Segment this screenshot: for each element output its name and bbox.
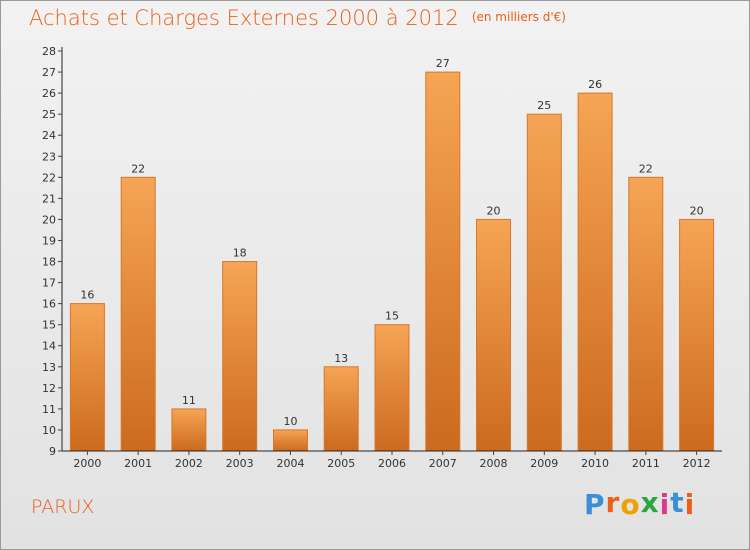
bar-2001 <box>120 176 156 452</box>
x-tick-label-2006: 2006 <box>378 457 406 470</box>
y-tick-label-19: 19 <box>42 234 56 247</box>
chart-title-text: Achats et Charges Externes 2000 à 2012 <box>29 6 459 30</box>
x-axis: 2000 2001 2002 2003 2004 2005 2006 2007 2008 2009… <box>62 450 722 470</box>
value-label-2001: 22 <box>131 162 145 175</box>
x-tick-label-2004: 2004 <box>276 457 304 470</box>
logo-letter: P <box>584 488 606 521</box>
x-tick-label-2001: 2001 <box>124 457 152 470</box>
value-label-2000: 16 <box>80 289 94 302</box>
y-tick-label-24: 24 <box>42 129 56 142</box>
bar-2006 <box>374 324 410 452</box>
value-label-2012: 20 <box>690 204 704 217</box>
y-tick-label-10: 10 <box>42 424 56 437</box>
bar-2010 <box>577 92 613 452</box>
y-tick-label-15: 15 <box>42 319 56 332</box>
logo-letter: r <box>605 486 621 519</box>
value-label-2004: 10 <box>284 415 298 428</box>
value-label-2003: 18 <box>233 247 247 260</box>
x-tick-label-2012: 2012 <box>683 457 711 470</box>
x-tick-label-2007: 2007 <box>429 457 457 470</box>
bar-2008 <box>476 218 511 452</box>
y-tick-label-26: 26 <box>42 87 56 100</box>
x-tick-label-2008: 2008 <box>480 457 508 470</box>
y-tick-label-17: 17 <box>42 277 56 290</box>
y-tick-label-11: 11 <box>42 403 56 416</box>
y-tick-label-23: 23 <box>42 150 56 163</box>
chart-title: Achats et Charges Externes 2000 à 2012 (… <box>29 6 566 30</box>
y-tick-label-21: 21 <box>42 192 56 205</box>
bar-2002 <box>171 408 207 452</box>
y-tick-label-16: 16 <box>42 298 56 311</box>
place-name: PARUX <box>31 496 95 518</box>
x-tick-label-2009: 2009 <box>530 457 558 470</box>
y-tick-label-13: 13 <box>42 361 56 374</box>
value-label-2005: 13 <box>334 352 348 365</box>
y-tick-label-25: 25 <box>42 108 56 121</box>
bar-2007 <box>425 71 461 452</box>
bars-group: 16 22 11 18 10 13 15 27 20 25 26 22 20 <box>69 57 715 452</box>
bar-2003 <box>222 261 258 452</box>
value-label-2011: 22 <box>639 162 653 175</box>
bar-2004 <box>273 429 308 452</box>
y-tick-label-22: 22 <box>42 171 56 184</box>
x-tick-label-2011: 2011 <box>632 457 660 470</box>
logo-letter: o <box>620 488 641 521</box>
logo-letter: i <box>684 488 696 521</box>
chart-subtitle: (en milliers d'€) <box>471 10 566 24</box>
bar-2000 <box>69 303 105 452</box>
y-axis: 9 10 11 12 13 14 15 16 17 18 19 20 21 22 23 24 25 26 27 28 <box>42 45 63 458</box>
logo-letter: t <box>670 486 685 519</box>
y-tick-label-9: 9 <box>49 445 56 458</box>
x-tick-label-2000: 2000 <box>73 457 101 470</box>
x-tick-label-2003: 2003 <box>226 457 254 470</box>
x-tick-label-2005: 2005 <box>327 457 355 470</box>
value-label-2002: 11 <box>182 394 196 407</box>
y-tick-label-18: 18 <box>42 256 56 269</box>
y-tick-label-20: 20 <box>42 213 56 226</box>
value-label-2006: 15 <box>385 310 399 323</box>
y-tick-label-27: 27 <box>42 66 56 79</box>
logo-letter: x <box>640 486 660 519</box>
bar-2009 <box>526 113 562 452</box>
x-tick-label-2010: 2010 <box>581 457 609 470</box>
proxiti-logo: Proxiti <box>584 486 696 521</box>
value-label-2007: 27 <box>436 57 450 70</box>
value-label-2010: 26 <box>588 78 602 91</box>
value-label-2008: 20 <box>487 204 501 217</box>
x-tick-label-2002: 2002 <box>175 457 203 470</box>
bar-2005 <box>323 366 359 452</box>
value-label-2009: 25 <box>537 99 551 112</box>
bar-2011 <box>628 176 664 452</box>
logo-letter: i <box>659 488 671 521</box>
y-tick-label-12: 12 <box>42 382 56 395</box>
y-tick-label-14: 14 <box>42 340 56 353</box>
y-tick-label-28: 28 <box>42 45 56 58</box>
bar-2012 <box>679 218 715 452</box>
